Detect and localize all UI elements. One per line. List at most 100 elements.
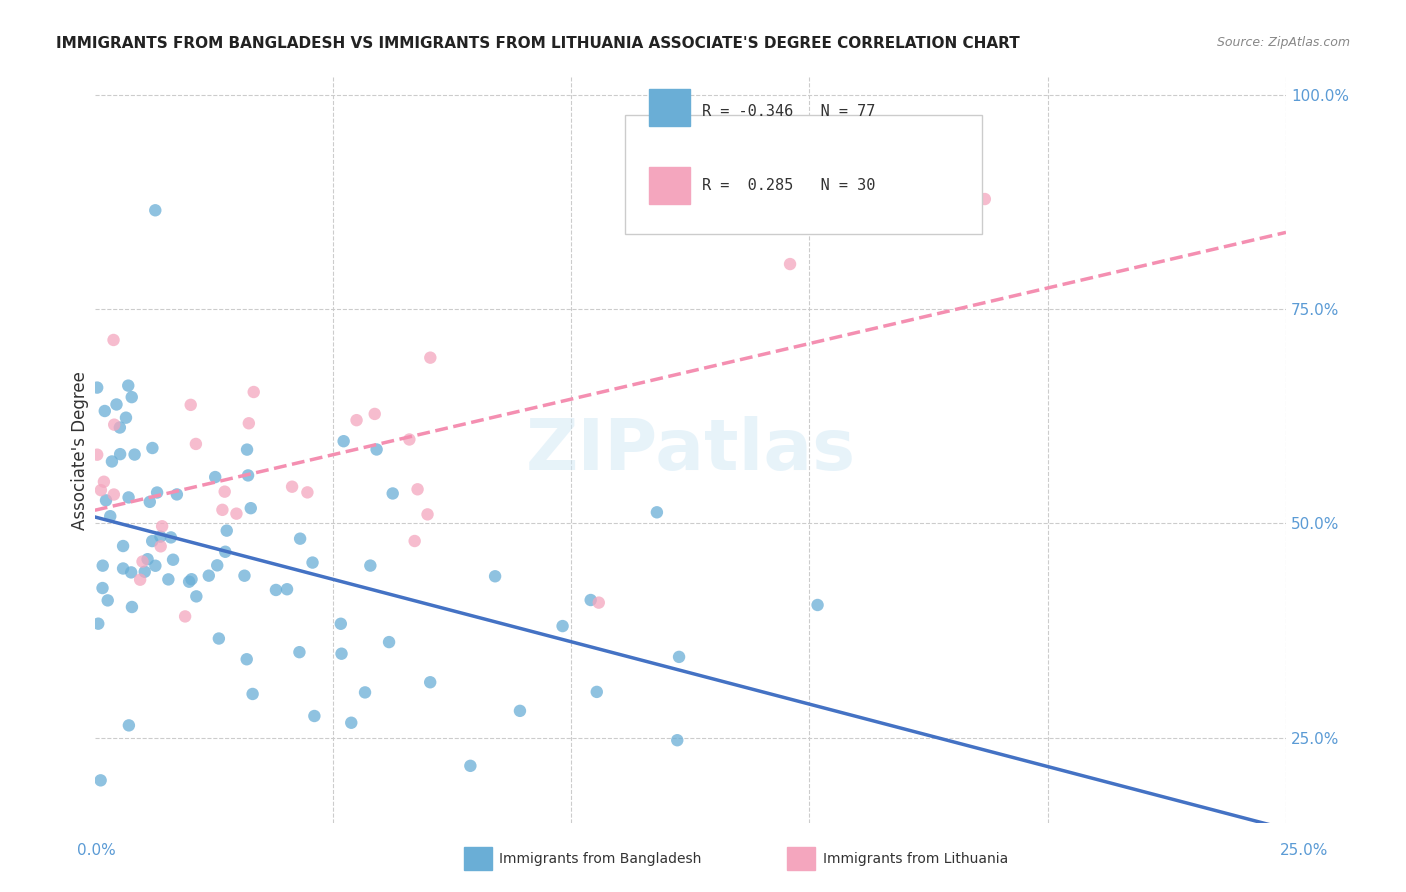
Point xyxy=(136,552,159,566)
Point xyxy=(98,509,121,524)
Bar xyxy=(648,167,690,204)
Point xyxy=(235,652,257,666)
Point xyxy=(225,507,247,521)
Point xyxy=(346,413,368,427)
Point xyxy=(160,530,183,544)
Point xyxy=(139,495,162,509)
Text: 0.0%: 0.0% xyxy=(77,843,117,857)
Point xyxy=(146,485,169,500)
Point xyxy=(238,417,260,431)
Point xyxy=(330,647,353,661)
Point xyxy=(101,454,124,468)
Point xyxy=(141,441,163,455)
Point xyxy=(484,569,506,583)
Point xyxy=(264,582,287,597)
Point xyxy=(90,773,112,788)
Point xyxy=(208,632,231,646)
Point xyxy=(419,675,441,690)
Point xyxy=(332,434,354,449)
Point xyxy=(378,635,401,649)
Point xyxy=(91,581,114,595)
Text: 25.0%: 25.0% xyxy=(1281,843,1329,857)
Point xyxy=(131,555,153,569)
Point xyxy=(90,483,112,497)
Point xyxy=(406,483,429,497)
Point xyxy=(149,530,172,544)
Point xyxy=(666,733,689,747)
Point xyxy=(416,508,439,522)
Point xyxy=(281,480,304,494)
Point xyxy=(381,486,404,500)
Point xyxy=(806,598,828,612)
Text: Immigrants from Bangladesh: Immigrants from Bangladesh xyxy=(499,852,702,866)
Point xyxy=(668,649,690,664)
Point xyxy=(205,558,228,573)
Point xyxy=(87,616,110,631)
Point xyxy=(124,448,146,462)
Point xyxy=(184,437,207,451)
Point xyxy=(117,491,139,505)
Point xyxy=(509,704,531,718)
Point xyxy=(108,447,131,461)
Point xyxy=(150,519,173,533)
Text: R = -0.346   N = 77: R = -0.346 N = 77 xyxy=(702,103,876,119)
Point xyxy=(129,573,152,587)
Text: Source: ZipAtlas.com: Source: ZipAtlas.com xyxy=(1216,36,1350,49)
Point xyxy=(115,410,138,425)
Point xyxy=(297,485,319,500)
Point xyxy=(91,558,114,573)
Text: R =  0.285   N = 30: R = 0.285 N = 30 xyxy=(702,178,876,193)
Point xyxy=(419,351,441,365)
Point xyxy=(121,390,143,404)
Point xyxy=(359,558,381,573)
Point xyxy=(366,442,388,457)
Point xyxy=(118,718,141,732)
Point xyxy=(214,545,236,559)
Point xyxy=(162,552,184,566)
FancyBboxPatch shape xyxy=(624,115,983,234)
Point xyxy=(233,568,256,582)
Point xyxy=(460,759,482,773)
Point xyxy=(93,475,115,489)
Point xyxy=(404,534,426,549)
Point xyxy=(236,468,259,483)
Point xyxy=(120,566,142,580)
Point xyxy=(214,484,236,499)
Point xyxy=(242,384,264,399)
Point xyxy=(645,505,668,519)
Point xyxy=(239,501,262,516)
Point xyxy=(86,381,108,395)
Point xyxy=(145,558,167,573)
Text: Immigrants from Lithuania: Immigrants from Lithuania xyxy=(823,852,1008,866)
Point xyxy=(174,609,197,624)
Point xyxy=(211,503,233,517)
Point xyxy=(117,378,139,392)
Point xyxy=(329,616,352,631)
Point xyxy=(112,539,135,553)
Point xyxy=(103,333,125,347)
Point xyxy=(105,397,128,411)
Point xyxy=(579,593,602,607)
Point xyxy=(97,593,120,607)
Point xyxy=(585,685,607,699)
Point xyxy=(276,582,298,597)
Point xyxy=(180,398,202,412)
Point xyxy=(166,487,188,501)
Point xyxy=(236,442,259,457)
Point xyxy=(112,561,135,575)
Point xyxy=(197,568,219,582)
Point xyxy=(973,192,995,206)
Point xyxy=(103,487,125,501)
Point xyxy=(288,645,311,659)
Point xyxy=(94,404,117,418)
Point xyxy=(149,539,172,553)
Point xyxy=(288,532,311,546)
Point xyxy=(134,565,156,579)
Point xyxy=(86,448,108,462)
Text: IMMIGRANTS FROM BANGLADESH VS IMMIGRANTS FROM LITHUANIA ASSOCIATE'S DEGREE CORRE: IMMIGRANTS FROM BANGLADESH VS IMMIGRANTS… xyxy=(56,36,1019,51)
Point xyxy=(108,420,131,434)
Point xyxy=(103,417,125,432)
Point xyxy=(588,596,610,610)
Point xyxy=(301,556,323,570)
Point xyxy=(204,470,226,484)
